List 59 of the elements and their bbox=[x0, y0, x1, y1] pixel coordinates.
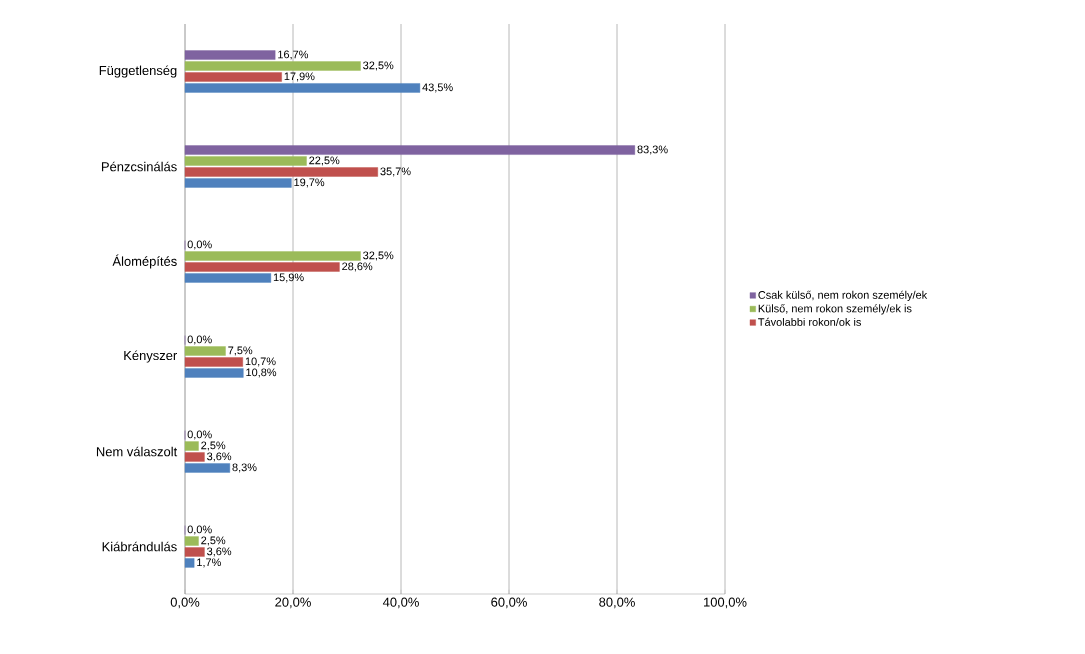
data-label: 16,7% bbox=[278, 50, 309, 60]
legend-label: Csak külső, nem rokon személy/ek bbox=[758, 290, 928, 302]
x-tick-label: 40,0% bbox=[382, 597, 419, 609]
y-tick-label: Pénzcsinálás bbox=[101, 161, 177, 172]
bar bbox=[184, 441, 199, 451]
data-label: 8,3% bbox=[232, 463, 257, 473]
bar bbox=[184, 83, 421, 93]
legend-label: Távolabbi rokon/ok is bbox=[758, 317, 861, 326]
bar bbox=[184, 273, 272, 283]
x-tick-label: 0,0% bbox=[170, 597, 200, 609]
bar bbox=[184, 558, 195, 568]
bar bbox=[184, 251, 361, 261]
data-label: 22,5% bbox=[309, 156, 340, 166]
data-label: 28,6% bbox=[342, 262, 373, 272]
bar bbox=[184, 463, 231, 473]
data-label: 19,7% bbox=[294, 178, 325, 188]
y-tick-label: Nem válaszolt bbox=[96, 446, 178, 457]
x-tick-label: 20,0% bbox=[275, 597, 311, 609]
bar bbox=[184, 547, 205, 557]
data-label: 0,0% bbox=[187, 240, 212, 250]
data-label: 0,0% bbox=[187, 430, 212, 440]
bar bbox=[184, 145, 636, 155]
data-label: 1,7% bbox=[197, 558, 221, 568]
data-label: 32,5% bbox=[363, 251, 394, 261]
y-tick-label: Álomépítés bbox=[112, 254, 177, 269]
data-label: 10,8% bbox=[246, 368, 277, 378]
data-label: 3,6% bbox=[207, 547, 232, 557]
bar bbox=[184, 61, 361, 71]
bar bbox=[184, 72, 282, 82]
x-tick-label: 100,0% bbox=[704, 597, 747, 609]
y-tick-label: Függetlenség bbox=[99, 65, 177, 78]
data-label: 0,0% bbox=[187, 525, 212, 535]
bar bbox=[184, 357, 243, 367]
bar bbox=[184, 178, 292, 188]
data-label: 10,7% bbox=[245, 357, 276, 367]
data-label: 7,5% bbox=[228, 346, 253, 356]
y-tick-label: Kiábrándulás bbox=[102, 541, 177, 552]
data-label: 0,0% bbox=[187, 335, 212, 345]
data-label: 32,5% bbox=[363, 61, 394, 71]
bar bbox=[184, 167, 378, 177]
bar bbox=[184, 156, 307, 166]
data-label: 2,5% bbox=[201, 536, 226, 546]
data-label: 35,7% bbox=[380, 167, 411, 177]
bar bbox=[184, 536, 199, 546]
data-label: 2,5% bbox=[201, 441, 226, 451]
data-label: 3,6% bbox=[207, 452, 232, 462]
data-label: 15,9% bbox=[273, 273, 304, 283]
data-label: 43,5% bbox=[422, 83, 453, 93]
bar bbox=[184, 452, 205, 462]
x-tick-label: 60,0% bbox=[491, 597, 527, 609]
data-label: 83,3% bbox=[637, 145, 668, 155]
bar bbox=[184, 368, 244, 378]
y-tick-label: Kényszer bbox=[124, 350, 178, 363]
x-tick-label: 80,0% bbox=[599, 597, 635, 609]
data-label: 17,9% bbox=[284, 72, 315, 82]
bar bbox=[184, 262, 340, 272]
bar bbox=[184, 346, 226, 356]
legend-label: Külső, nem rokon személy/ek is bbox=[758, 304, 912, 315]
bar bbox=[184, 50, 276, 60]
